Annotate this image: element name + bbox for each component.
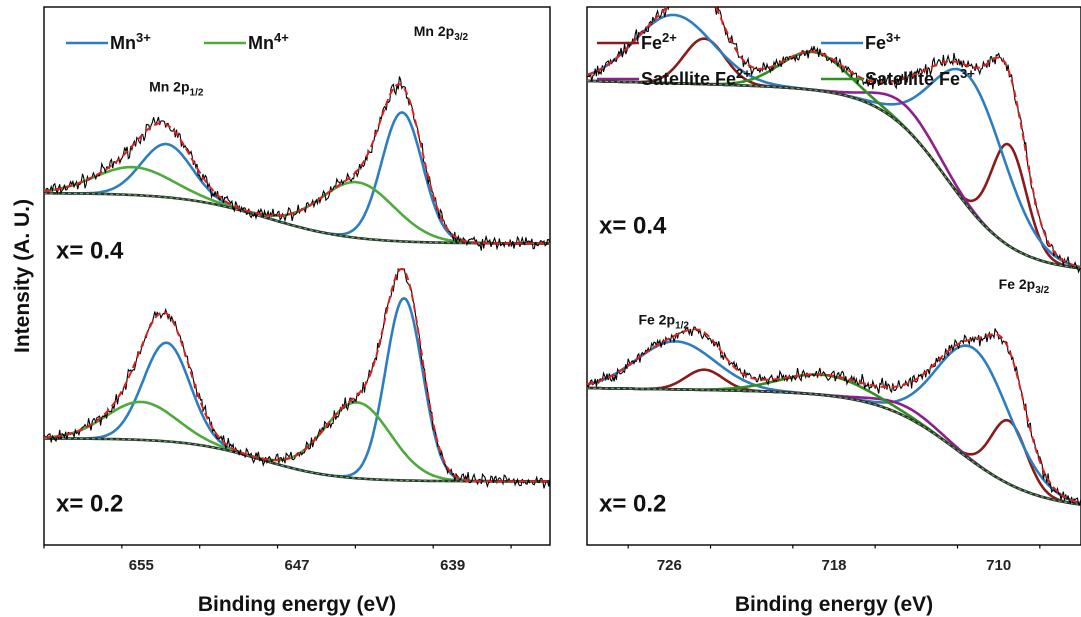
component-satellite-fe2- [587,79,1081,270]
plot-frame [43,6,551,546]
background-dash [44,437,550,482]
legend-label: Mn4+ [248,30,289,53]
legend: Mn3+ Mn4+ [66,30,289,53]
sample-1 [44,76,550,251]
x-axis-title: Binding energy (eV) [735,593,933,616]
sample-2 [587,326,1081,506]
raw-spectrum [44,267,550,489]
sample-label: x= 0.2 [56,491,123,518]
x-tick-label: 647 [284,557,309,574]
legend-label: Fe2+ [641,30,677,53]
legend-label: Satellite Fe3+ [865,66,975,89]
x-tick-label: 710 [986,557,1011,574]
peak-label: Mn 2p3/2 [414,23,469,43]
plot-area [44,76,550,489]
plot-frame [586,6,1081,546]
fit-envelope [587,328,1081,505]
legend-label: Fe3+ [865,30,901,53]
component-mn4- [44,165,550,245]
y-axis-title: Intensity (A. U.) [11,199,34,353]
peak-label: Fe 2p3/2 [999,276,1050,296]
legend: Fe2+ Fe3+ Satellite Fe2+ Satellite Fe3+ [597,30,975,89]
plot-area [587,7,1081,506]
background-dash [44,192,550,244]
x-tick-label: 639 [440,557,465,574]
x-tick-label: 655 [129,557,154,574]
fit-envelope [587,7,1081,269]
peak-label: Mn 2p1/2 [149,79,204,99]
sample-label: x= 0.2 [599,491,666,518]
raw-spectrum [44,76,550,251]
component-mn3- [44,111,550,245]
raw-spectrum [587,7,1081,274]
legend-label: Satellite Fe2+ [641,66,751,89]
x-axis-title: Binding energy (eV) [198,593,396,616]
component-satellite-fe3- [587,373,1081,506]
fit-envelope [44,83,550,245]
panel-left: 655 647 639 Binding energy (eV) Intensity (A… [11,6,551,616]
sample-1 [587,7,1081,274]
sample-label: x= 0.4 [56,238,124,265]
background-line [44,191,550,245]
sample-2 [44,267,550,489]
x-tick-label: 718 [821,557,846,574]
sample-label: x= 0.4 [599,212,667,239]
background-dash [587,387,1081,505]
component-fe3- [587,340,1081,505]
raw-spectrum [587,326,1081,506]
legend-label: Mn3+ [110,30,151,53]
background-dash [587,80,1081,269]
fit-envelope [44,267,550,483]
panel-right: 726 718 710 Binding energy (eV) x= 0.4 x= 0.2… [586,6,1081,616]
peak-label: Fe 2p1/2 [638,311,689,331]
background-line [587,79,1081,270]
x-tick-label: 726 [657,557,682,574]
